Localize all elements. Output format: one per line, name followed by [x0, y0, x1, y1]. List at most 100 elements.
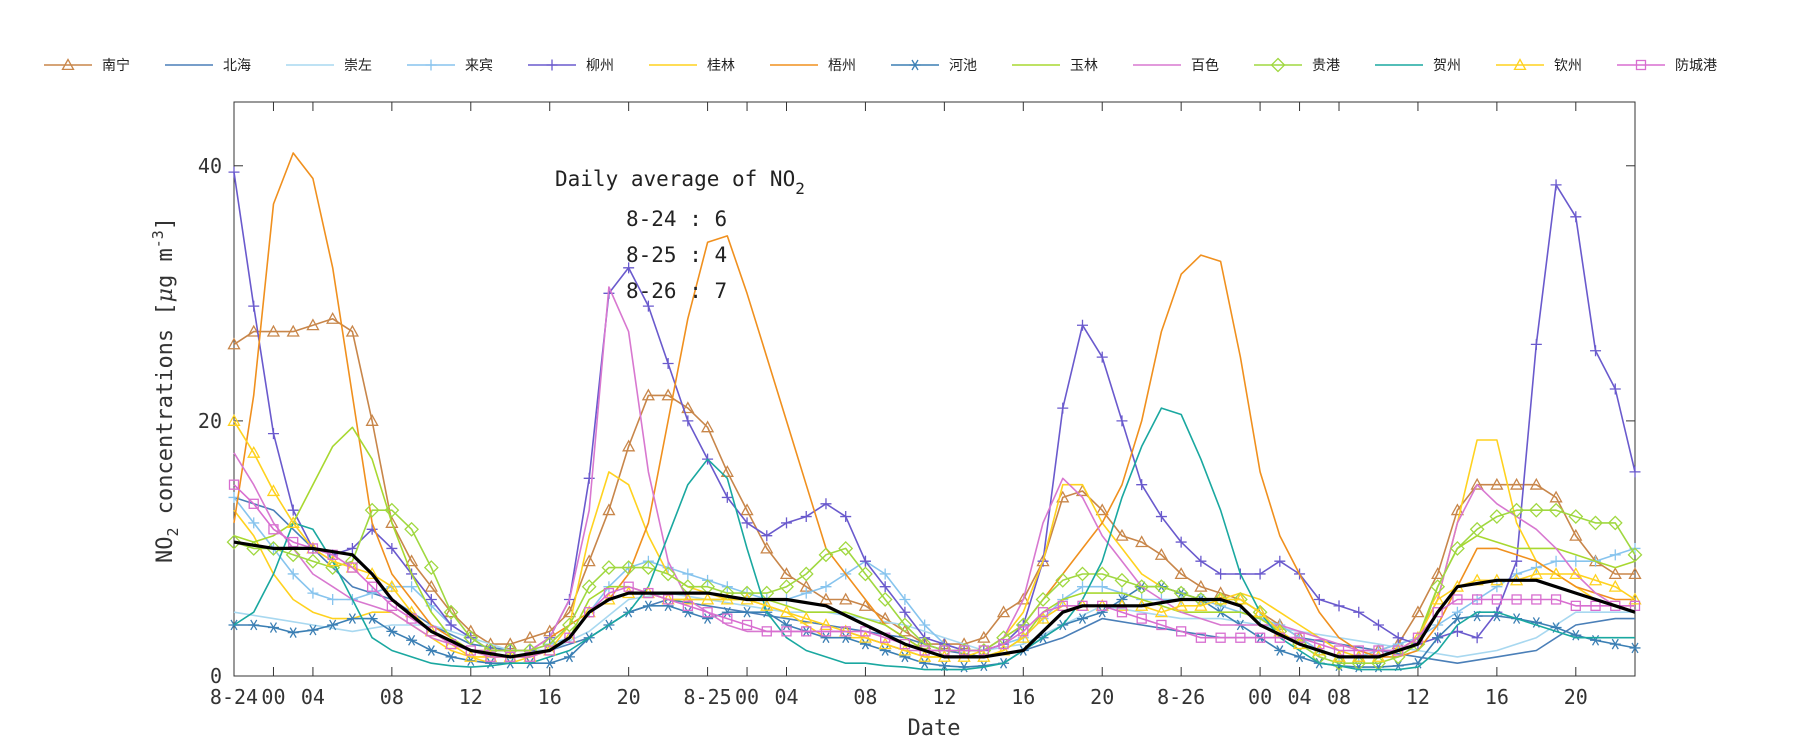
- diamond-marker: [1528, 502, 1544, 518]
- square-marker: [1314, 638, 1325, 650]
- plus-marker: [840, 511, 852, 523]
- square-marker: [1629, 600, 1641, 611]
- triangle-marker: [227, 337, 241, 350]
- square-marker: [228, 479, 240, 490]
- diamond-marker: [838, 541, 854, 556]
- legend-label: 钦州: [1554, 58, 1582, 74]
- triangle-marker: [523, 630, 537, 643]
- plus-marker: [1353, 606, 1365, 618]
- plus-marker: [1570, 211, 1582, 223]
- plus-marker: [820, 581, 832, 593]
- legend-label: 河池: [949, 58, 977, 74]
- plus-marker: [1372, 619, 1384, 631]
- square-marker: [781, 626, 792, 637]
- triangle-marker: [1194, 579, 1208, 592]
- plus-marker: [1254, 568, 1266, 580]
- plus-marker: [366, 587, 378, 599]
- series-梧州: [233, 152, 1635, 658]
- diamond-marker: [384, 502, 400, 518]
- square-marker: [268, 524, 279, 535]
- square-marker: [1353, 645, 1364, 656]
- triangle-marker: [385, 579, 399, 592]
- asterisk-marker: [425, 645, 437, 656]
- series-line: [233, 540, 1636, 659]
- diamond-marker: [1469, 521, 1485, 537]
- legend-label: 崇左: [344, 58, 372, 74]
- triangle-marker: [1569, 567, 1583, 580]
- square-marker: [1116, 607, 1128, 618]
- triangle-marker: [779, 605, 794, 618]
- plus-marker: [1333, 600, 1345, 612]
- x-tick-label: 04: [1288, 685, 1312, 709]
- x-tick-label: 16: [1011, 685, 1035, 709]
- triangle-marker: [1174, 599, 1188, 611]
- legend-label: 北海: [223, 58, 251, 74]
- asterisk-marker: [1629, 642, 1641, 654]
- square-marker: [939, 645, 950, 656]
- plus-marker: [1313, 593, 1325, 605]
- legend-label: 南宁: [102, 57, 130, 74]
- square-marker: [1254, 632, 1266, 643]
- plus-marker: [346, 542, 358, 554]
- annotation-title: Daily average of NO2: [555, 167, 805, 198]
- square-marker: [1491, 594, 1503, 605]
- diamond-marker: [581, 579, 597, 595]
- series-line: [233, 172, 1636, 652]
- asterisk-marker: [346, 613, 358, 624]
- plus-marker: [662, 357, 674, 369]
- diamond-marker: [1627, 547, 1643, 563]
- triangle-marker: [1628, 592, 1642, 605]
- plus-marker: [682, 568, 694, 580]
- plus-marker: [267, 428, 279, 440]
- square-marker: [564, 632, 575, 643]
- plus-marker: [899, 593, 911, 605]
- triangle-marker: [1549, 490, 1563, 503]
- plus-marker: [366, 523, 378, 535]
- triangle-marker: [996, 605, 1011, 618]
- triangle-marker: [266, 484, 281, 497]
- plus-marker: [1471, 632, 1483, 644]
- plus-marker: [406, 581, 418, 593]
- asterisk-marker: [307, 624, 319, 636]
- x-tick-label: 12: [1406, 685, 1430, 709]
- x-tick-label: 12: [459, 685, 483, 709]
- x-tick-label: 8-25: [683, 685, 731, 709]
- square-marker: [366, 581, 378, 592]
- plus-marker: [1215, 568, 1227, 580]
- asterisk-marker: [1590, 634, 1602, 646]
- triangle-marker: [799, 611, 813, 624]
- triangle-marker: [247, 324, 261, 337]
- square-marker: [1136, 613, 1147, 624]
- plus-marker: [1057, 402, 1069, 414]
- series-line: [233, 152, 1635, 658]
- square-marker: [1590, 600, 1601, 611]
- asterisk-marker: [287, 627, 299, 638]
- asterisk-marker: [662, 600, 674, 612]
- plus-marker: [623, 262, 635, 274]
- x-axis-label: Date: [908, 716, 961, 741]
- series-line: [233, 317, 1635, 658]
- triangle-marker: [622, 439, 636, 452]
- triangle-marker: [286, 324, 300, 337]
- square-marker: [1195, 632, 1207, 643]
- plus-marker: [425, 593, 437, 605]
- plus-marker: [1530, 338, 1542, 350]
- legend-item: 河池: [891, 58, 977, 74]
- plus-marker: [1629, 466, 1641, 478]
- triangle-marker: [700, 420, 715, 433]
- square-marker: [1531, 594, 1542, 605]
- triangle-marker: [1529, 567, 1543, 580]
- triangle-marker: [898, 624, 912, 637]
- plus-marker: [721, 491, 733, 503]
- diamond-marker: [858, 566, 873, 582]
- triangle-marker: [1135, 535, 1149, 548]
- triangle-marker: [898, 643, 912, 656]
- diamond-marker: [1134, 579, 1150, 595]
- plus-marker: [1116, 415, 1128, 427]
- x-tick-label: 08: [853, 685, 877, 709]
- square-marker: [603, 587, 615, 599]
- triangle-marker: [1549, 567, 1563, 580]
- y-axis-label: NO2 concentrations [μg m-3]: [149, 217, 182, 563]
